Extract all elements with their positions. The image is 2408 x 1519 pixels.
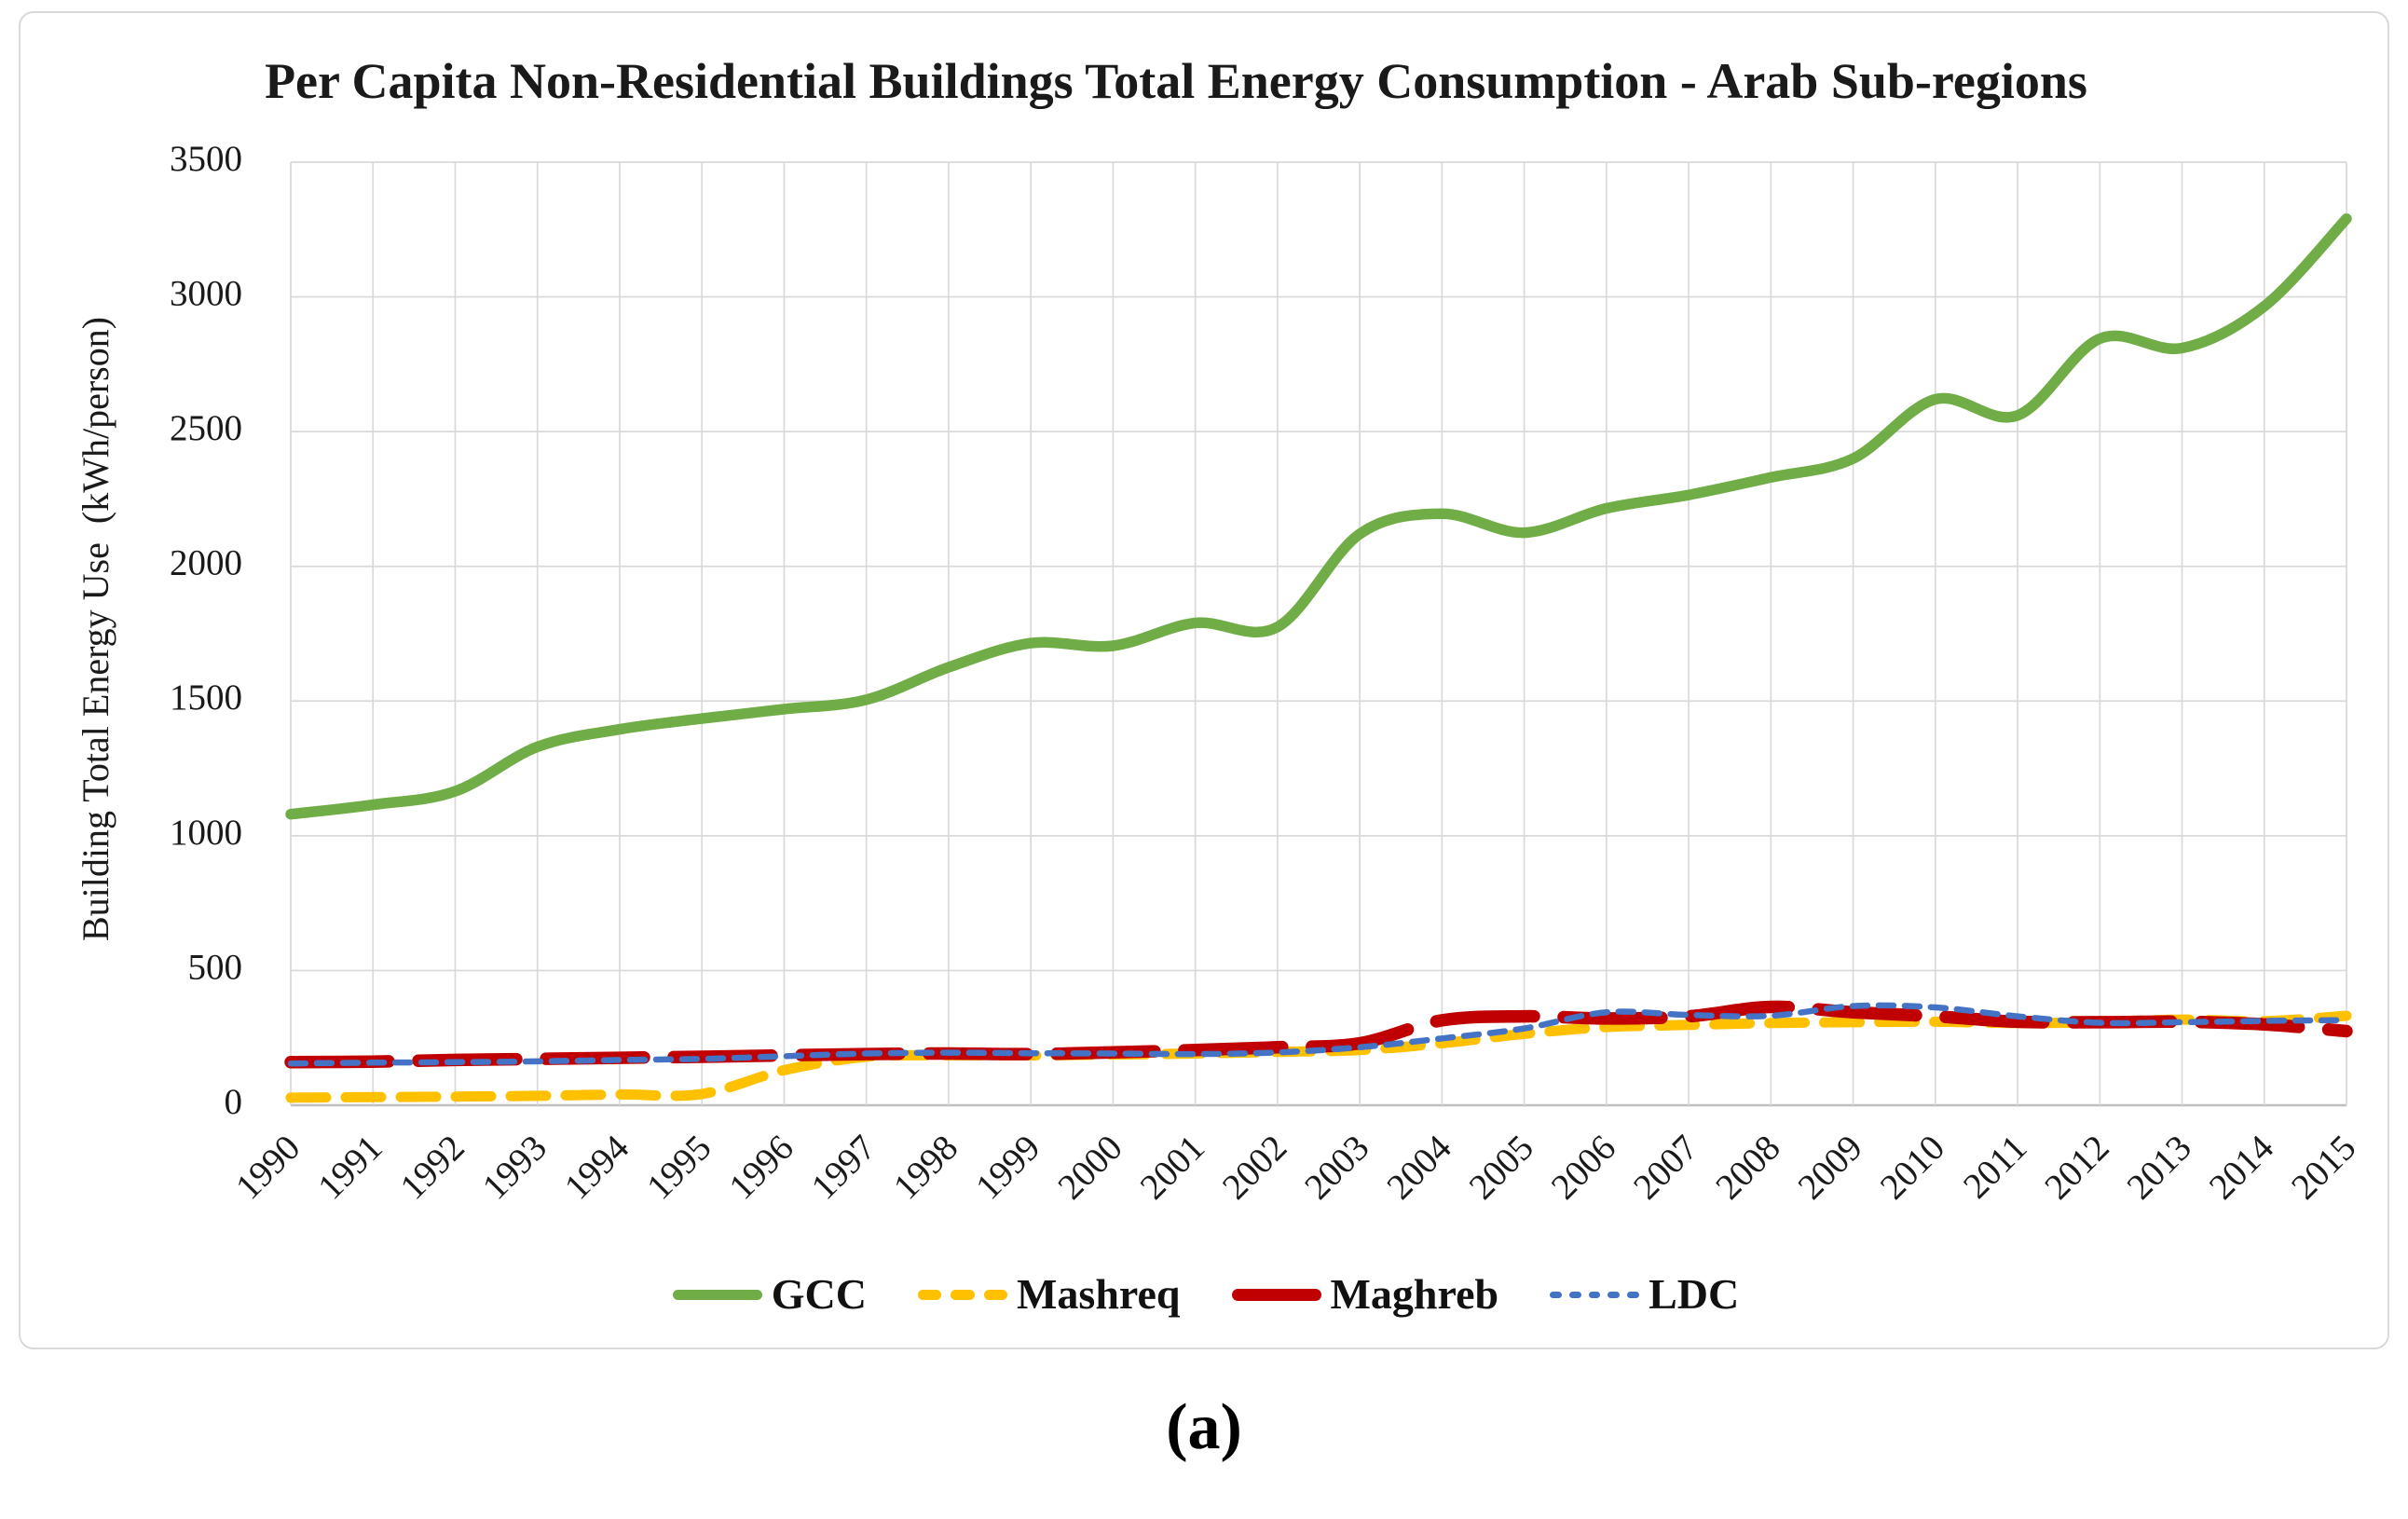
legend-label-gcc: GCC <box>771 1270 868 1318</box>
legend-swatch-gcc <box>672 1289 762 1300</box>
y-tick-label: 3000 <box>170 274 242 314</box>
chart-area: Per Capita Non-Residential Buildings Tot… <box>19 11 2389 1349</box>
x-tick-label: 2008 <box>1708 1128 1788 1208</box>
legend-swatch-segment <box>951 1289 975 1300</box>
x-tick-label: 2001 <box>1132 1128 1212 1208</box>
x-tick-label: 1992 <box>392 1128 472 1208</box>
legend-swatch-segment <box>1588 1291 1601 1298</box>
chart-legend: GCC Mashreq Maghreb LDC <box>21 1262 2391 1327</box>
legend-label-ldc: LDC <box>1649 1270 1740 1318</box>
legend-swatch-segment <box>1627 1291 1640 1298</box>
x-tick-label: 1999 <box>968 1128 1048 1208</box>
chart-title: Per Capita Non-Residential Buildings Tot… <box>265 53 2087 109</box>
x-tick-label: 2009 <box>1790 1128 1870 1208</box>
x-tick-label: 2015 <box>2284 1128 2364 1208</box>
legend-swatch-segment <box>1550 1291 1562 1298</box>
legend-swatch-ldc <box>1550 1291 1640 1298</box>
x-tick-label: 1994 <box>557 1128 637 1208</box>
y-tick-label: 2500 <box>170 408 242 448</box>
legend-swatch-segment <box>918 1289 942 1300</box>
legend-item-mashreq: Mashreq <box>918 1270 1181 1318</box>
legend-swatch-segment <box>1608 1291 1621 1298</box>
legend-item-gcc: GCC <box>672 1270 868 1318</box>
x-tick-label: 1998 <box>886 1128 966 1208</box>
x-tick-label: 2007 <box>1626 1128 1706 1208</box>
legend-swatch-segment <box>672 1289 762 1300</box>
legend-swatch-segment <box>1568 1291 1581 1298</box>
x-tick-label: 2002 <box>1215 1128 1295 1208</box>
x-tick-label: 1997 <box>803 1128 883 1208</box>
series-line-maghreb <box>284 1000 2353 1069</box>
plot-svg: 0 500 1000 1500 2000 2500 3000 3500 1990 1991 1992… <box>170 139 2364 1208</box>
y-tick-label: 1000 <box>170 813 242 853</box>
figure-caption: (a) <box>1166 1391 1242 1463</box>
y-tick-label: 0 <box>225 1082 243 1122</box>
x-tick-label: 1995 <box>639 1128 719 1208</box>
x-tick-label: 2010 <box>1873 1128 1953 1208</box>
series-line-ldc <box>287 1002 2350 1067</box>
x-tick-label: 2000 <box>1050 1128 1130 1208</box>
legend-item-ldc: LDC <box>1550 1273 1739 1316</box>
legend-swatch-maghreb <box>1231 1288 1321 1301</box>
x-tick-label: 2004 <box>1379 1128 1459 1208</box>
x-tick-label: 1996 <box>721 1128 801 1208</box>
x-tick-label: 2014 <box>2202 1128 2282 1208</box>
series-line-gcc <box>285 212 2352 820</box>
legend-label-mashreq: Mashreq <box>1017 1270 1181 1318</box>
legend-swatch-mashreq <box>918 1289 1007 1300</box>
x-tick-label: 1990 <box>228 1128 308 1208</box>
y-tick-label: 500 <box>188 947 243 987</box>
legend-swatch-segment <box>983 1289 1007 1300</box>
x-tick-label: 2003 <box>1297 1128 1377 1208</box>
x-tick-label: 2006 <box>1544 1128 1624 1208</box>
x-tick-label: 2011 <box>1956 1128 2035 1207</box>
x-tick-label: 1991 <box>310 1128 390 1208</box>
legend-item-maghreb: Maghreb <box>1231 1270 1499 1318</box>
y-tick-label: 1500 <box>170 677 242 718</box>
legend-label-maghreb: Maghreb <box>1330 1270 1499 1318</box>
y-tick-label: 2000 <box>170 543 242 583</box>
x-tick-label: 1993 <box>475 1128 555 1208</box>
x-tick-label: 2005 <box>1461 1128 1541 1208</box>
legend-swatch-segment <box>1231 1288 1321 1301</box>
x-tick-label: 2012 <box>2037 1128 2117 1208</box>
y-tick-label: 3500 <box>170 139 242 179</box>
x-tick-label: 2013 <box>2119 1128 2199 1208</box>
